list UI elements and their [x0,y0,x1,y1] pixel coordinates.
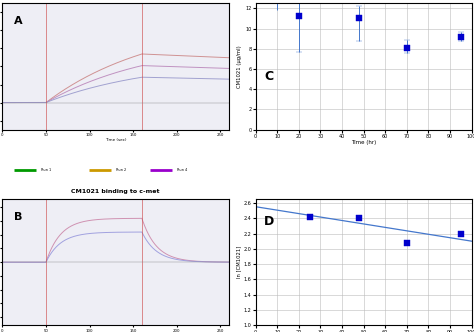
X-axis label: Time (sec): Time (sec) [105,138,127,142]
Y-axis label: CM1021 (μg/ml): CM1021 (μg/ml) [237,45,243,88]
Text: A: A [14,16,22,26]
X-axis label: Time (hr): Time (hr) [351,140,376,145]
Text: C: C [264,70,273,83]
Y-axis label: ln [CM1021]: ln [CM1021] [236,246,241,279]
Text: D: D [264,215,274,228]
Text: Run 4: Run 4 [177,168,187,172]
Text: CM1021 binding to c-met: CM1021 binding to c-met [72,189,160,194]
Text: Run 1: Run 1 [41,168,51,172]
Text: Run 2: Run 2 [116,168,126,172]
Text: B: B [14,212,22,222]
